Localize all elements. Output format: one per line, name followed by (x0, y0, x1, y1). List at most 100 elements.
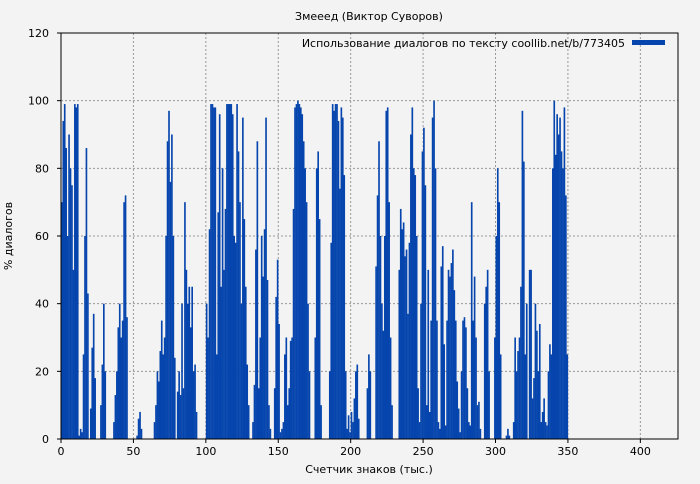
bar (213, 107, 215, 439)
bar (307, 303, 309, 439)
bar (433, 100, 435, 440)
bar (498, 202, 501, 439)
bar (330, 242, 333, 439)
bar (275, 296, 278, 439)
bar (297, 100, 299, 440)
y-tick-label: 20 (35, 365, 49, 378)
bar (75, 107, 78, 439)
bar (255, 249, 257, 439)
bar (317, 151, 320, 439)
bar (66, 236, 69, 439)
bar (536, 330, 538, 439)
bar (420, 303, 422, 439)
bar (230, 104, 233, 440)
bar (78, 435, 81, 439)
bar (398, 269, 401, 439)
bar (381, 303, 383, 439)
x-tick-label: 50 (126, 445, 140, 458)
bar (160, 320, 163, 439)
bar (554, 154, 557, 440)
bar (268, 405, 270, 439)
bar (242, 117, 244, 439)
bar (266, 279, 269, 439)
bar (401, 229, 404, 439)
bar (123, 202, 125, 439)
bar (237, 151, 240, 439)
bar (210, 104, 212, 440)
bar (173, 357, 176, 439)
bar (514, 337, 516, 439)
bar (476, 405, 479, 439)
bar (507, 428, 509, 439)
y-tick-label: 120 (28, 27, 49, 40)
bar (546, 425, 548, 439)
bar (430, 320, 432, 439)
bar (188, 286, 191, 439)
bar (214, 107, 217, 439)
bar (386, 107, 389, 439)
bar (217, 212, 220, 439)
bar (246, 364, 249, 439)
bar (288, 388, 291, 439)
x-tick-label: 150 (268, 445, 289, 458)
bar (353, 398, 356, 439)
bar (428, 411, 431, 439)
bar (389, 337, 392, 439)
bar (103, 303, 105, 439)
bar (292, 208, 295, 439)
y-tick-labels: 0 20 40 60 80 100 120 (28, 27, 49, 446)
bar (294, 107, 296, 439)
bar (456, 381, 459, 439)
y-tick-label: 100 (28, 95, 49, 108)
bar (168, 110, 170, 440)
bar (155, 405, 157, 439)
legend-swatch (632, 40, 665, 45)
bar (357, 418, 360, 439)
x-tick-label: 400 (630, 445, 651, 458)
bar (496, 168, 499, 440)
bar (308, 371, 311, 439)
bar (517, 351, 519, 439)
bar (126, 317, 128, 439)
bar (459, 432, 461, 439)
bar (369, 371, 372, 439)
bar (557, 134, 560, 439)
bar (81, 432, 83, 439)
bar (385, 110, 388, 440)
bar (178, 371, 180, 439)
bar (453, 290, 456, 439)
bar (341, 117, 344, 439)
bar (562, 168, 564, 440)
bar (72, 269, 75, 439)
y-tick-label: 80 (35, 162, 49, 175)
bar (356, 364, 359, 439)
bar (436, 320, 438, 439)
bar (340, 107, 343, 439)
bar (441, 246, 444, 439)
bar (460, 371, 463, 439)
bar (399, 208, 402, 439)
x-tick-label: 350 (557, 445, 578, 458)
bar (470, 202, 473, 439)
bar (424, 185, 427, 439)
bar (479, 428, 482, 439)
bar (339, 188, 341, 439)
bar (256, 141, 259, 439)
bar (349, 432, 351, 439)
bar (165, 236, 167, 439)
bar (347, 415, 350, 439)
bar (534, 303, 537, 439)
y-tick-label: 60 (35, 230, 49, 243)
bar (285, 337, 288, 439)
bar (253, 384, 256, 439)
bar (543, 398, 545, 439)
bar (417, 388, 419, 439)
bar (469, 425, 472, 439)
bar (343, 175, 346, 439)
bar (366, 388, 369, 439)
bar (79, 428, 82, 439)
bar (423, 127, 425, 439)
bar (414, 175, 417, 439)
bar (94, 378, 96, 439)
bar (166, 141, 169, 439)
